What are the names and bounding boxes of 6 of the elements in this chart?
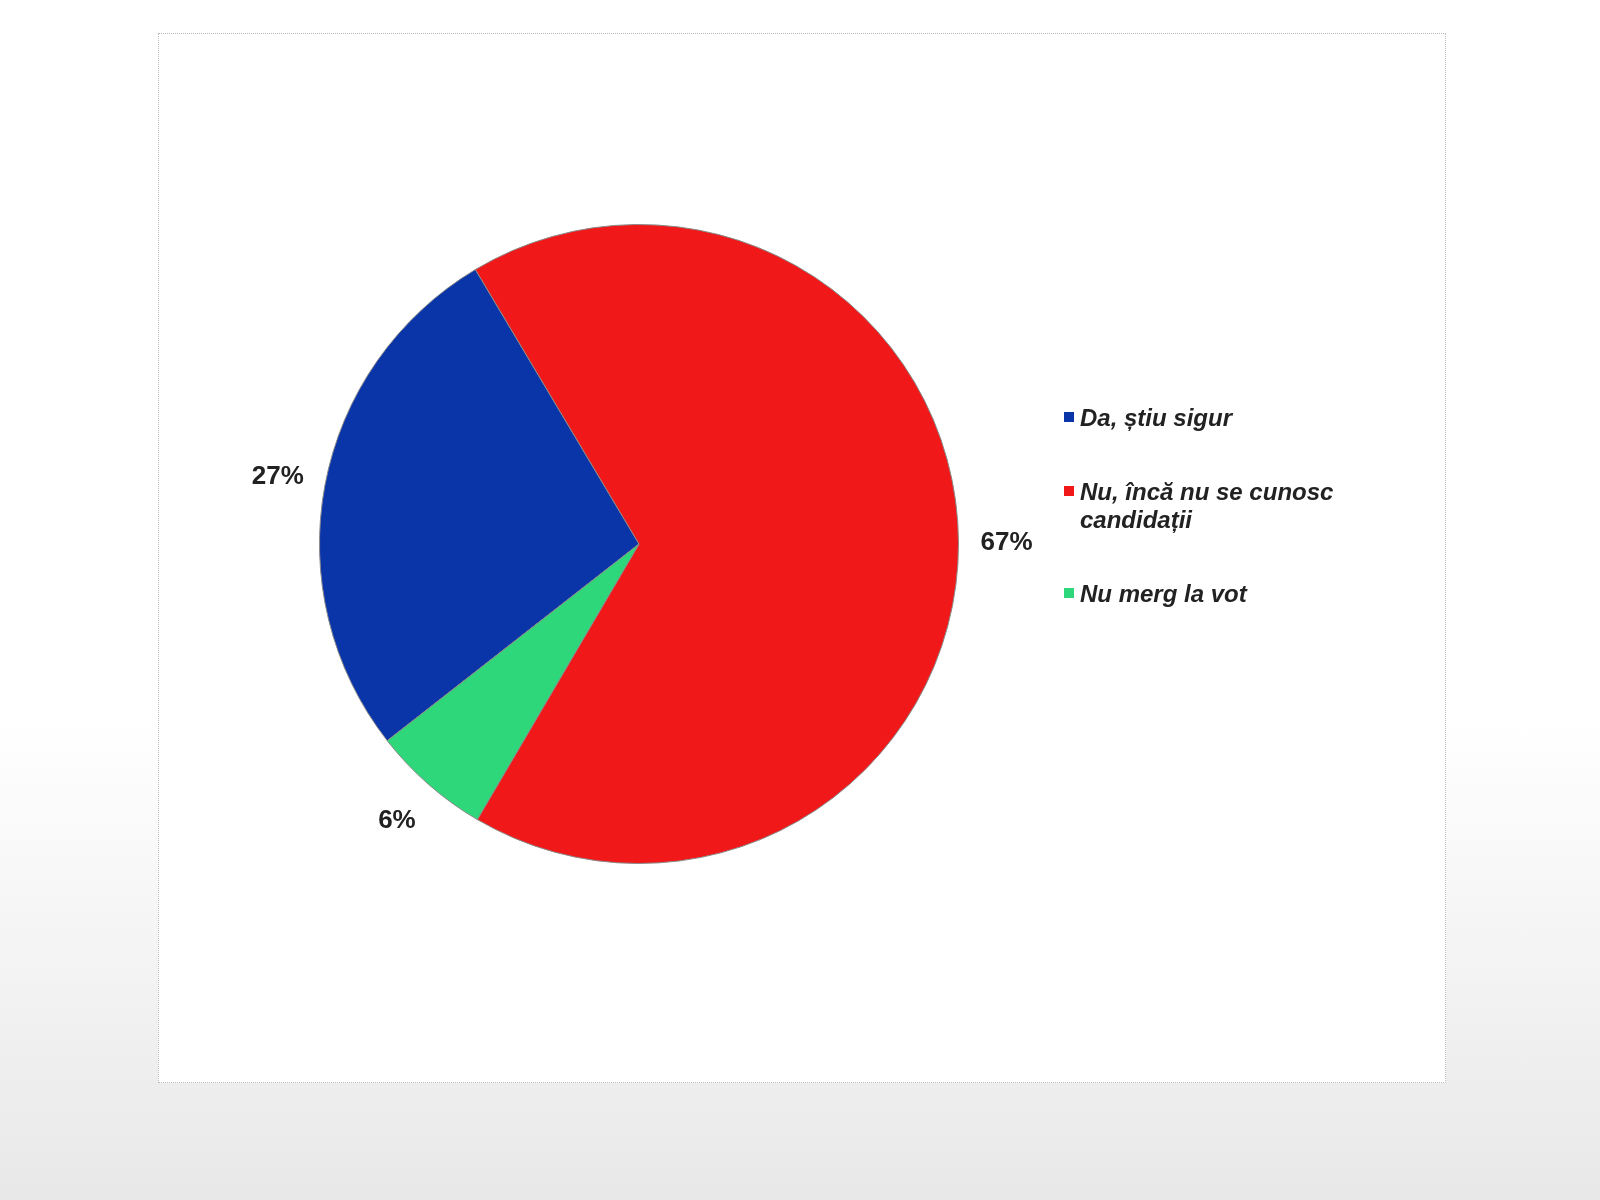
data-label: 27%	[251, 459, 304, 490]
data-label: 67%	[980, 525, 1033, 556]
legend-label: Da, știu sigur	[1080, 404, 1233, 432]
legend-label: Nu merg la vot	[1080, 580, 1247, 608]
data-label: 6%	[378, 803, 416, 834]
legend-label: Nu, încă nu se cunosc candidații	[1080, 478, 1335, 534]
